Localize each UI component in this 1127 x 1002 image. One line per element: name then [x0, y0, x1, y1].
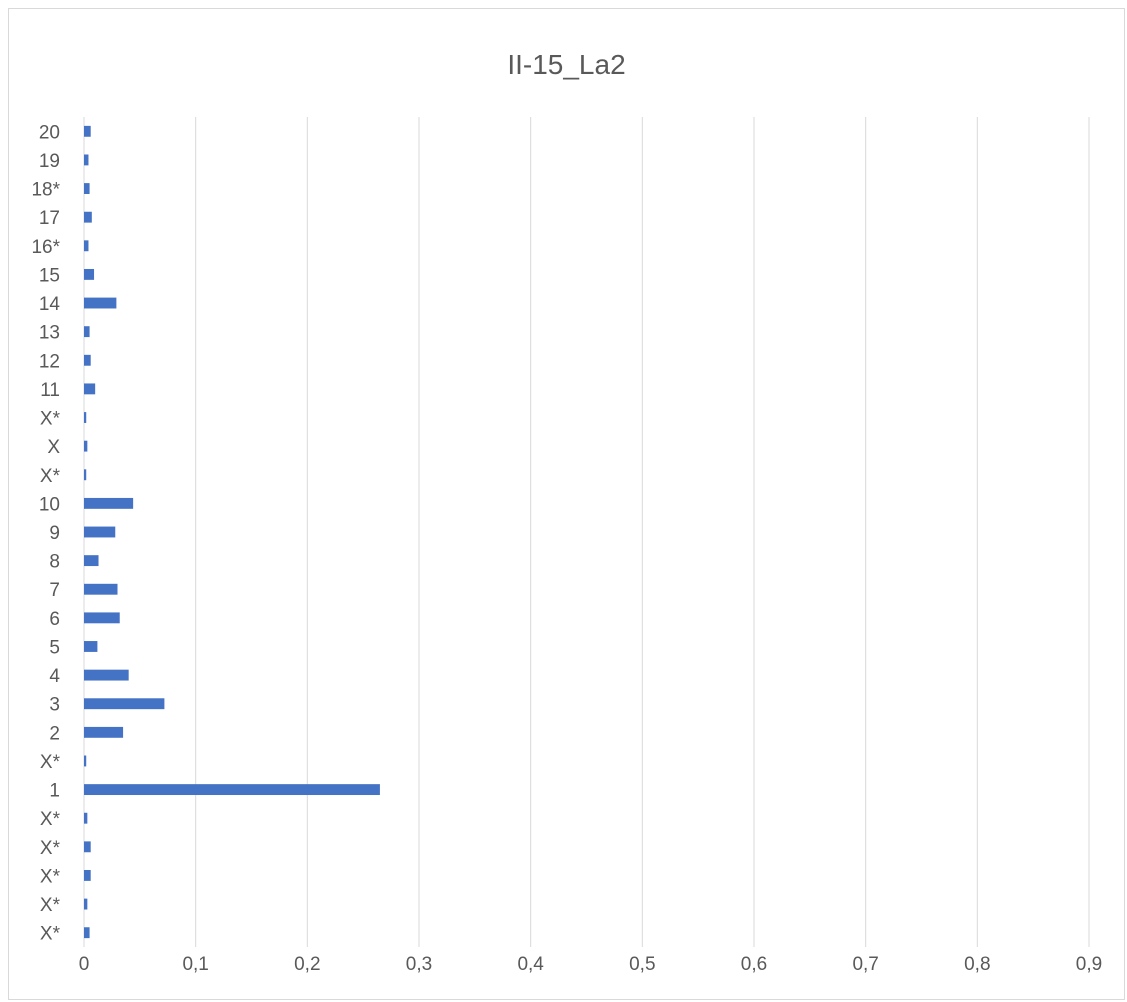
y-tick-label: X*: [40, 924, 61, 945]
y-tick-label: 18*: [31, 180, 60, 201]
y-tick-label: X*: [40, 752, 61, 773]
x-tick-label: 0,6: [741, 954, 767, 975]
y-tick-label: 9: [49, 523, 60, 544]
x-tick-label: 0,9: [1076, 954, 1102, 975]
bar: [84, 240, 89, 252]
bar: [84, 583, 118, 595]
y-tick-label: 1: [49, 781, 60, 802]
y-tick-label: 11: [40, 380, 60, 401]
y-tick-label: 15: [39, 265, 60, 286]
y-tick-label: X*: [40, 466, 61, 487]
bar: [84, 154, 89, 166]
x-tick-label: 0,5: [629, 954, 655, 975]
bar: [84, 354, 91, 366]
bar: [84, 125, 91, 137]
y-tick-label: 5: [49, 637, 60, 658]
y-tick-label: X*: [40, 866, 61, 887]
chart-title: II-15_La2: [507, 49, 626, 80]
y-tick-label: 19: [39, 151, 60, 172]
x-tick-label: 0,8: [964, 954, 990, 975]
x-tick-label: 0,4: [517, 954, 544, 975]
bar: [84, 812, 88, 824]
y-tick-label: 16*: [31, 237, 60, 258]
bar: [84, 641, 98, 652]
y-tick-label: 14: [39, 294, 61, 315]
y-tick-label: 13: [39, 323, 60, 344]
x-tick-label: 0,2: [294, 954, 320, 975]
bar: [84, 555, 99, 567]
bar: [84, 841, 91, 853]
y-tick-label: 4: [49, 666, 60, 687]
x-tick-label: 0,3: [406, 954, 432, 975]
bar: [84, 440, 88, 452]
bar: [84, 268, 95, 280]
bar: [84, 383, 96, 395]
bar: [84, 297, 117, 309]
bar: [84, 183, 90, 194]
y-tick-label: 2: [49, 723, 60, 744]
y-tick-label: 8: [49, 552, 60, 573]
bar: [84, 497, 134, 509]
bar: [84, 927, 90, 939]
gridlines: [83, 117, 1090, 947]
bar: [84, 898, 88, 910]
y-tick-label: 17: [39, 208, 60, 229]
y-tick-label: 7: [49, 580, 60, 601]
bar: [84, 698, 165, 710]
bar: [84, 526, 116, 538]
bar: [84, 211, 92, 223]
bar: [84, 870, 91, 881]
bar: [84, 326, 90, 338]
bar: [84, 669, 129, 681]
y-tick-label: X*: [40, 409, 61, 430]
y-tick-label: X*: [40, 838, 61, 859]
bar: [84, 412, 87, 423]
bar: [84, 784, 380, 796]
x-tick-label: 0,1: [182, 954, 208, 975]
x-tick-label: 0,7: [852, 954, 878, 975]
bar: [84, 755, 87, 767]
bar: [84, 469, 87, 481]
bar: [84, 612, 120, 624]
x-tick-label: 0: [79, 954, 90, 975]
chart-frame: II-15_La2: [8, 8, 1125, 1000]
y-tick-label: 10: [39, 494, 60, 515]
y-tick-label: 3: [49, 695, 60, 716]
y-axis-ticks: X* X* X* X* X* 1 X* 2 3 4 5 6 7 8 9 10 X* X X* 11 12 13 14 15 16…: [31, 122, 60, 944]
y-tick-label: 6: [49, 609, 60, 630]
y-tick-label: X*: [40, 895, 61, 916]
y-tick-label: X: [47, 437, 60, 458]
bars: [84, 125, 380, 939]
bar: [84, 726, 124, 738]
y-tick-label: X*: [40, 809, 61, 830]
y-tick-label: 20: [39, 122, 60, 143]
y-tick-label: 12: [39, 351, 60, 372]
x-axis-ticks: 0 0,1 0,2 0,3 0,4 0,5 0,6 0,7 0,8 0,9: [79, 954, 1103, 975]
